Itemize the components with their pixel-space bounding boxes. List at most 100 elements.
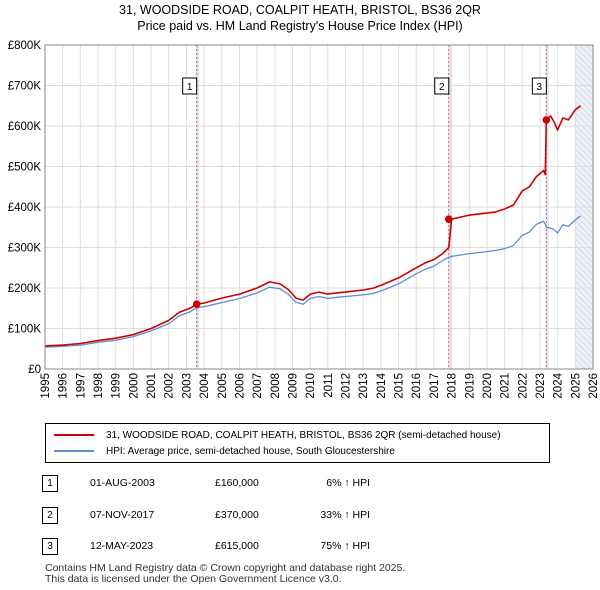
chart-title: 31, WOODSIDE ROAD, COALPIT HEATH, BRISTO… [119, 3, 481, 17]
hatch-mask-top [574, 0, 594, 45]
y-tick-label: £0 [28, 364, 41, 376]
sale-number-badge: 3 [42, 538, 58, 555]
x-tick-label: 2000 [128, 373, 140, 399]
forecast-hatch [575, 268, 594, 287]
x-tick-label: 2012 [341, 373, 353, 399]
x-tick-label: 2010 [305, 373, 317, 399]
y-tick-label: £200K [8, 283, 42, 295]
x-tick-label: 2004 [199, 372, 211, 398]
x-tick-label: 1997 [75, 373, 87, 399]
forecast-hatch [575, 220, 594, 239]
forecast-hatch [575, 94, 594, 113]
chart-subtitle: Price paid vs. HM Land Registry's House … [137, 19, 463, 33]
x-tick-label: 2006 [234, 373, 246, 399]
sale-hpi-change: 75% ↑ HPI [320, 540, 370, 552]
sale-number-badge: 1 [42, 475, 58, 492]
y-tick-label: £100K [8, 324, 42, 336]
forecast-hatch [575, 136, 594, 155]
forecast-hatch [575, 208, 594, 227]
x-tick-label: 1995 [40, 373, 52, 399]
forecast-hatch [575, 100, 594, 119]
x-tick-label: 2016 [411, 373, 423, 399]
forecast-hatch [575, 124, 594, 143]
x-tick-label: 2024 [553, 372, 565, 398]
forecast-hatch [575, 106, 594, 125]
forecast-hatch [575, 112, 594, 131]
forecast-hatch [575, 274, 594, 293]
legend-item-price: 31, WOODSIDE ROAD, COALPIT HEATH, BRISTO… [54, 427, 501, 443]
x-tick-label: 2021 [500, 373, 512, 399]
forecast-hatch [575, 118, 594, 137]
x-tick-label: 2017 [429, 373, 441, 399]
sale-marker-box [434, 77, 450, 95]
x-tick-label: 2020 [482, 373, 494, 399]
sale-marker-box [531, 77, 547, 95]
legend-label-price: 31, WOODSIDE ROAD, COALPIT HEATH, BRISTO… [106, 429, 501, 441]
x-tick-label: 2026 [588, 373, 600, 399]
footer-licence: This data is licensed under the Open Gov… [45, 573, 342, 585]
forecast-hatch [575, 280, 594, 299]
y-tick-label: £300K [8, 243, 42, 255]
forecast-hatch [575, 298, 594, 317]
sale-marker-label: 1 [187, 82, 193, 93]
sale-marker-label: 3 [537, 82, 543, 93]
sale-marker-dot [192, 300, 201, 309]
forecast-hatch [575, 346, 594, 365]
y-tick-label: £400K [8, 202, 42, 214]
forecast-hatch [575, 202, 594, 221]
x-tick-label: 1999 [111, 373, 123, 399]
forecast-hatch [575, 256, 594, 275]
forecast-hatch [575, 262, 594, 281]
x-tick-label: 2022 [517, 373, 529, 399]
forecast-hatch [575, 190, 594, 209]
legend-item-hpi: HPI: Average price, semi-detached house,… [54, 443, 395, 459]
x-tick-label: 2008 [270, 373, 282, 399]
x-tick-label: 2007 [252, 373, 264, 399]
forecast-hatch [575, 322, 594, 341]
x-tick-label: 2005 [217, 373, 229, 399]
footer-copyright: Contains HM Land Registry data © Crown c… [45, 562, 406, 574]
sale-row: 1 01-AUG-2003 £160,000 6% ↑ HPI [0, 475, 600, 495]
x-tick-label: 1998 [93, 373, 105, 399]
hatch-mask-bottom [574, 369, 594, 419]
forecast-hatch [575, 148, 594, 167]
sale-price: £370,000 [215, 509, 259, 521]
x-tick-label: 2001 [146, 373, 158, 399]
forecast-hatch [575, 52, 594, 71]
plot-frame [44, 44, 594, 370]
sale-date: 07-NOV-2017 [90, 509, 155, 521]
x-tick-label: 2018 [447, 373, 459, 399]
hpi-line [44, 215, 581, 348]
forecast-hatch [575, 160, 594, 179]
sale-row: 2 07-NOV-2017 £370,000 33% ↑ HPI [0, 507, 600, 527]
sale-marker-dot [542, 116, 551, 124]
sale-row: 3 12-MAY-2023 £615,000 75% ↑ HPI [0, 538, 600, 558]
forecast-hatch [575, 130, 594, 149]
forecast-hatch [575, 334, 594, 353]
forecast-hatch [575, 58, 594, 77]
forecast-hatch [575, 286, 594, 305]
y-tick-label: £600K [8, 121, 42, 133]
sale-marker-dot [444, 215, 453, 223]
forecast-hatch [575, 292, 594, 311]
forecast-hatch [575, 64, 594, 83]
x-tick-label: 2023 [535, 373, 547, 399]
sale-hpi-change: 6% ↑ HPI [326, 477, 370, 489]
forecast-hatch [575, 154, 594, 173]
sale-marker-box [182, 77, 198, 95]
forecast-hatch [575, 328, 594, 347]
x-tick-label: 2025 [570, 373, 582, 399]
forecast-hatch [575, 352, 594, 371]
forecast-hatch [575, 196, 594, 215]
forecast-hatch [575, 172, 594, 191]
forecast-hatch [575, 166, 594, 185]
x-tick-label: 1996 [58, 373, 70, 399]
price-paid-line [44, 105, 582, 347]
sale-marker-label: 2 [439, 82, 445, 93]
x-tick-label: 2019 [464, 373, 476, 399]
forecast-hatch [575, 46, 594, 65]
forecast-hatch [575, 250, 594, 269]
y-tick-label: £500K [8, 162, 42, 174]
y-tick-label: £800K [8, 40, 42, 52]
forecast-hatch [575, 88, 594, 107]
